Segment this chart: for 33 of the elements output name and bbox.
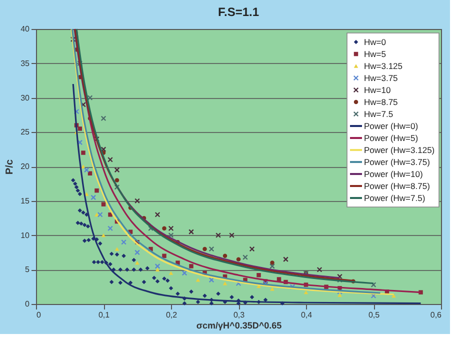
legend-label: Power (Hw=0) <box>364 121 418 131</box>
x-tick-label: 0,5 <box>368 310 380 320</box>
x-axis-title: σcm/γH^0.35D^0.65 <box>196 320 282 330</box>
y-tick-label: 40 <box>20 24 30 34</box>
legend-label: Hw=3.75 <box>364 73 398 83</box>
legend-label: Power (Hw=10) <box>364 169 423 179</box>
legend-label: Hw=0 <box>364 37 386 47</box>
legend-label: Power (Hw=3.125) <box>364 145 435 155</box>
legend-label: Power (Hw=8.75) <box>364 181 430 191</box>
legend-label: Hw=10 <box>364 85 391 95</box>
y-tick-label: 5 <box>25 265 30 274</box>
x-tick-label: 0,2 <box>166 310 178 320</box>
y-axis-title: P/c <box>4 159 16 175</box>
y-tick-label: 10 <box>20 230 30 240</box>
legend-label: Hw=8.75 <box>364 97 398 107</box>
x-tick-label: 0,1 <box>98 310 110 320</box>
legend-label: Hw=5 <box>364 49 386 59</box>
y-tick-label: 0 <box>25 300 30 308</box>
x-tick-label: 0,6 <box>430 310 442 320</box>
x-tick-label: 0 <box>36 310 42 320</box>
legend-label: Hw=7.5 <box>364 109 394 119</box>
x-tick-label: 0,3 <box>233 310 246 320</box>
legend-label: Power (Hw=5) <box>364 133 418 143</box>
y-tick-label: 25 <box>20 128 30 137</box>
chart-title: F.S=1.1 <box>218 5 260 19</box>
y-tick-label: 30 <box>20 93 30 102</box>
x-tick-label: 0,4 <box>300 310 313 320</box>
legend-label: Hw=3.125 <box>364 61 403 71</box>
legend-label: Power (Hw=3.75) <box>364 157 430 167</box>
y-tick-label: 15 <box>20 196 30 206</box>
y-tick-label: 20 <box>20 162 30 171</box>
legend-label: Power (Hw=7.5) <box>364 193 426 203</box>
y-tick-label: 35 <box>20 58 30 68</box>
